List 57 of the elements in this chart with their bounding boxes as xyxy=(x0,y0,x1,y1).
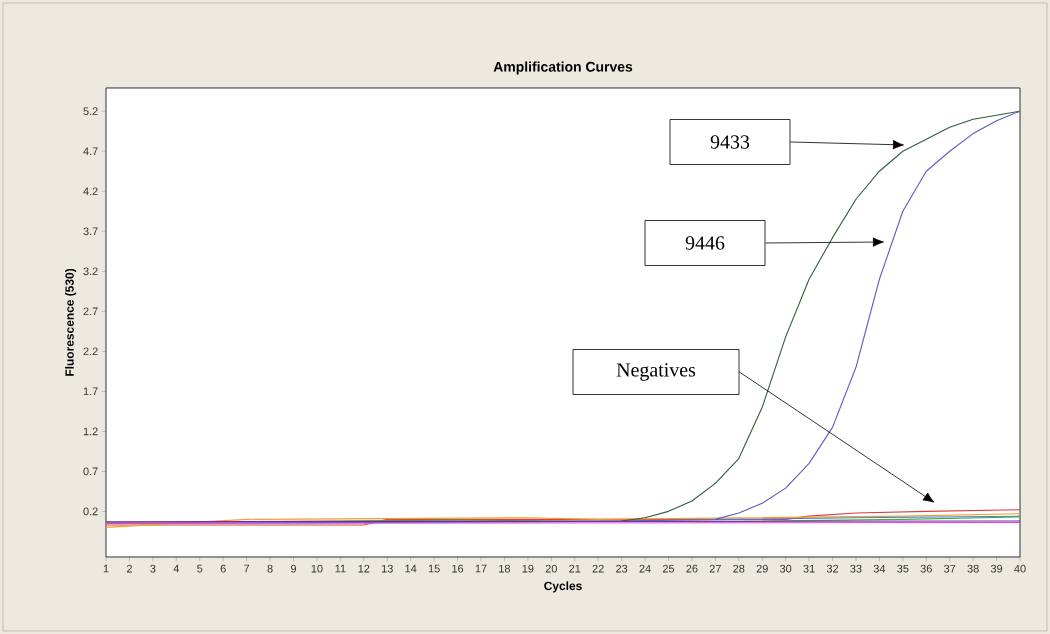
x-tick-label: 36 xyxy=(920,564,932,573)
y-tick-label: 0.2 xyxy=(83,507,98,516)
x-tick-label: 8 xyxy=(267,564,273,573)
x-tick-label: 29 xyxy=(756,564,768,573)
x-tick-label: 30 xyxy=(779,564,792,573)
x-tick-label: 12 xyxy=(358,564,370,573)
x-tick-label: 27 xyxy=(709,564,721,573)
x-tick-label: 22 xyxy=(592,564,604,573)
x-tick-label: 24 xyxy=(639,564,651,573)
x-tick-label: 4 xyxy=(173,564,180,573)
y-tick-label: 3.2 xyxy=(83,267,98,276)
x-tick-label: 23 xyxy=(616,564,628,573)
x-tick-label: 11 xyxy=(335,564,346,573)
annotation: Negatives xyxy=(616,363,696,381)
x-axis-title: Cycles xyxy=(544,581,582,593)
x-tick-label: 21 xyxy=(569,564,581,573)
y-tick-label: 5.2 xyxy=(83,107,98,116)
x-tick-label: 1 xyxy=(103,564,109,573)
y-tick-label: 4.2 xyxy=(83,187,98,196)
x-tick-label: 34 xyxy=(873,564,886,573)
x-tick-label: 2 xyxy=(126,564,132,573)
x-tick-label: 35 xyxy=(897,564,909,573)
y-tick-label: 1.7 xyxy=(83,387,98,396)
x-tick-label: 37 xyxy=(944,564,956,573)
x-tick-label: 25 xyxy=(662,564,675,573)
x-tick-label: 13 xyxy=(381,564,393,573)
x-tick-label: 31 xyxy=(803,564,815,573)
y-tick-label: 0.7 xyxy=(83,467,98,476)
y-axis-title: Fluorescence (530) xyxy=(65,268,77,376)
x-tick-label: 15 xyxy=(428,564,440,573)
chart-title: Amplification Curves xyxy=(493,61,633,75)
x-tick-label: 19 xyxy=(522,564,534,573)
x-tick-label: 38 xyxy=(967,564,979,573)
x-tick-label: 5 xyxy=(197,564,203,573)
x-tick-label: 18 xyxy=(499,564,511,573)
x-tick-label: 20 xyxy=(545,564,557,573)
x-tick-label: 32 xyxy=(826,564,839,573)
x-tick-label: 10 xyxy=(311,564,323,573)
x-tick-label: 40 xyxy=(1014,564,1026,573)
y-tick-label: 4.7 xyxy=(83,147,98,155)
x-tick-label: 3 xyxy=(150,564,156,573)
annotation: 9433 xyxy=(710,135,750,149)
x-tick-label: 39 xyxy=(990,564,1003,573)
x-tick-label: 33 xyxy=(850,564,862,573)
x-tick-label: 6 xyxy=(220,564,226,573)
y-tick-label: 2.2 xyxy=(83,347,98,356)
x-tick-label: 28 xyxy=(733,564,745,573)
annotation: 9446 xyxy=(685,236,725,250)
y-tick-label: 1.2 xyxy=(83,427,98,436)
x-tick-label: 17 xyxy=(475,564,487,573)
x-tick-label: 9 xyxy=(290,564,297,573)
x-tick-label: 14 xyxy=(405,564,417,573)
y-tick-label: 2.7 xyxy=(83,307,98,316)
y-tick-label: 3.7 xyxy=(83,227,98,236)
x-tick-label: 16 xyxy=(452,564,464,573)
x-tick-label: 26 xyxy=(686,564,698,573)
x-tick-label: 7 xyxy=(244,564,250,573)
